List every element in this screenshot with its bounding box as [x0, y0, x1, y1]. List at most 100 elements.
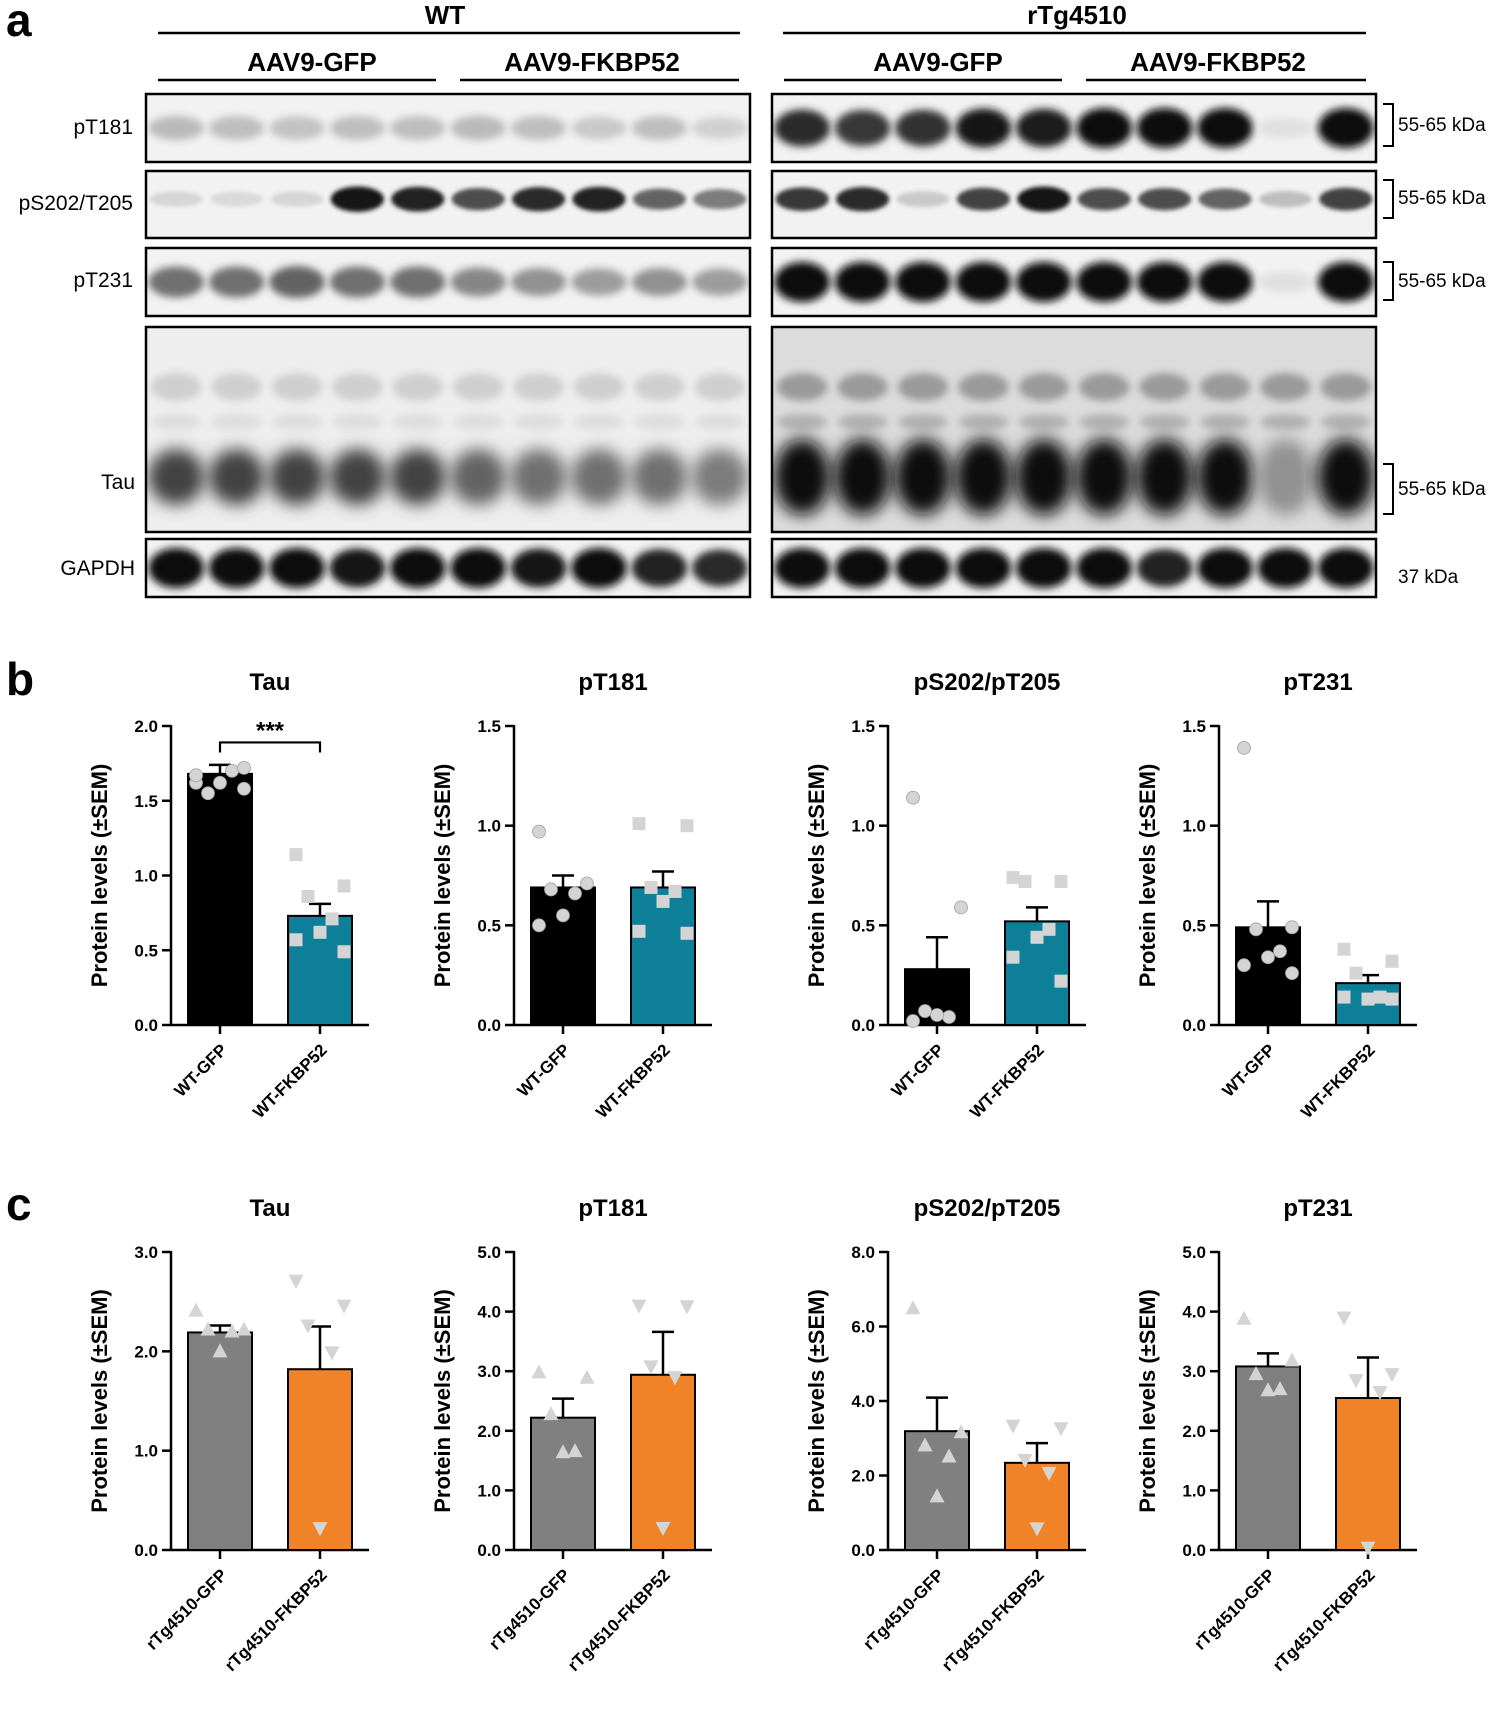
data-point — [643, 1360, 659, 1375]
kda-label: 55-65 kDa — [1398, 188, 1486, 209]
data-point — [312, 1522, 328, 1537]
data-point — [631, 1299, 647, 1314]
blot-band — [1197, 262, 1253, 302]
blot-band — [1016, 548, 1072, 588]
y-tick-label: 4.0 — [851, 1392, 875, 1411]
panel-c-letter: c — [6, 1178, 32, 1230]
blot-band — [1257, 439, 1314, 515]
data-point — [336, 1299, 352, 1314]
data-point — [324, 1346, 340, 1361]
y-axis-label: Protein levels (±SEM) — [804, 1289, 829, 1513]
blot-band — [208, 266, 265, 298]
data-point — [1236, 1310, 1252, 1325]
blot-band — [837, 414, 888, 430]
data-point — [1272, 1381, 1288, 1396]
data-point — [313, 925, 327, 939]
blot-frame — [770, 537, 1378, 599]
blot-band — [691, 449, 749, 505]
data-point — [1030, 930, 1044, 944]
data-point — [237, 781, 251, 796]
x-category-label: rTg4510-FKBP52 — [221, 1565, 331, 1675]
blot-frame — [770, 169, 1378, 240]
y-axis-label: Protein levels (±SEM) — [87, 1289, 112, 1513]
y-tick-label: 1.5 — [477, 717, 501, 736]
data-point — [1348, 1374, 1364, 1389]
data-point — [224, 1323, 240, 1338]
data-point — [680, 926, 694, 940]
blot-band — [150, 414, 202, 430]
blot-band — [148, 266, 204, 298]
blot-band — [148, 115, 204, 141]
chart-title: pT181 — [578, 1195, 647, 1222]
data-point — [567, 1443, 583, 1458]
blot-band — [391, 186, 445, 212]
y-tick-label: 0.0 — [851, 1541, 875, 1560]
blot-band — [896, 191, 950, 208]
blot-band — [390, 266, 446, 298]
data-point — [1285, 920, 1299, 935]
data-point — [1360, 1541, 1376, 1556]
blot-band — [510, 548, 567, 588]
blot-row-label-tau: Tau — [101, 471, 135, 494]
x-category-label: WT-FKBP52 — [249, 1040, 331, 1122]
blot-band — [1136, 262, 1193, 302]
data-point — [1017, 1453, 1033, 1468]
chart-title: Tau — [250, 669, 291, 696]
blot-band — [836, 187, 890, 212]
blot-band — [634, 373, 685, 401]
y-tick-label: 1.0 — [134, 1442, 158, 1461]
y-tick-label: 1.0 — [1182, 817, 1206, 836]
blot-band — [1018, 414, 1070, 430]
data-point — [1385, 992, 1399, 1006]
data-point — [188, 1302, 204, 1317]
blot-band — [390, 116, 446, 140]
blot-band — [1320, 373, 1372, 401]
blot-band — [631, 449, 688, 505]
blot-strip — [772, 327, 1376, 532]
panel-a: a WT rTg4510 AAV9-GFP AAV9-FKBP52 AAV9-G… — [6, 0, 1486, 599]
blot-band — [450, 115, 506, 141]
blot-frame — [144, 537, 752, 599]
bar — [1004, 1461, 1070, 1551]
blot-band — [392, 414, 444, 430]
chart: pT231 0.0 1.0 2.0 3.0 4.0 5.0 Protein levels (±… — [1135, 1195, 1417, 1675]
blot-band — [390, 548, 446, 588]
data-point — [906, 1014, 920, 1028]
data-point — [632, 817, 646, 831]
x-category-label: rTg4510-GFP — [143, 1565, 231, 1653]
blot-frame — [144, 169, 752, 240]
blot-frame — [144, 325, 752, 534]
blot-band — [956, 187, 1010, 211]
data-point — [1384, 1368, 1400, 1383]
blot-band — [955, 262, 1012, 302]
blot-band — [1257, 117, 1314, 139]
data-point — [917, 1437, 933, 1452]
blot-band — [1317, 439, 1375, 515]
data-point — [337, 945, 351, 959]
bar — [1335, 1397, 1401, 1552]
data-point — [953, 1424, 969, 1439]
data-point — [1337, 990, 1351, 1004]
bar — [187, 1331, 253, 1551]
data-point — [568, 886, 582, 901]
x-category-label: rTg4510-FKBP52 — [564, 1565, 674, 1675]
blot-frame — [770, 325, 1378, 534]
y-tick-label: 1.5 — [851, 717, 875, 736]
y-tick-label: 1.0 — [477, 817, 501, 836]
data-point — [930, 1008, 944, 1022]
y-tick-label: 1.5 — [1182, 717, 1206, 736]
y-axis-label: Protein levels (±SEM) — [804, 764, 829, 988]
blot-band — [450, 548, 506, 588]
blot-row-label-ps202: pS202/T205 — [19, 192, 133, 215]
blot-band — [1078, 414, 1130, 430]
blot-band — [955, 439, 1012, 515]
blot-band — [452, 414, 504, 430]
blot-band — [1196, 439, 1254, 515]
data-point — [580, 876, 594, 891]
data-point — [632, 924, 646, 938]
y-tick-label: 0.0 — [1182, 1016, 1206, 1035]
data-point — [300, 1319, 316, 1334]
y-tick-label: 0.5 — [1182, 916, 1206, 935]
x-category-label: rTg4510-GFP — [486, 1565, 574, 1653]
blot-strip — [146, 539, 750, 597]
